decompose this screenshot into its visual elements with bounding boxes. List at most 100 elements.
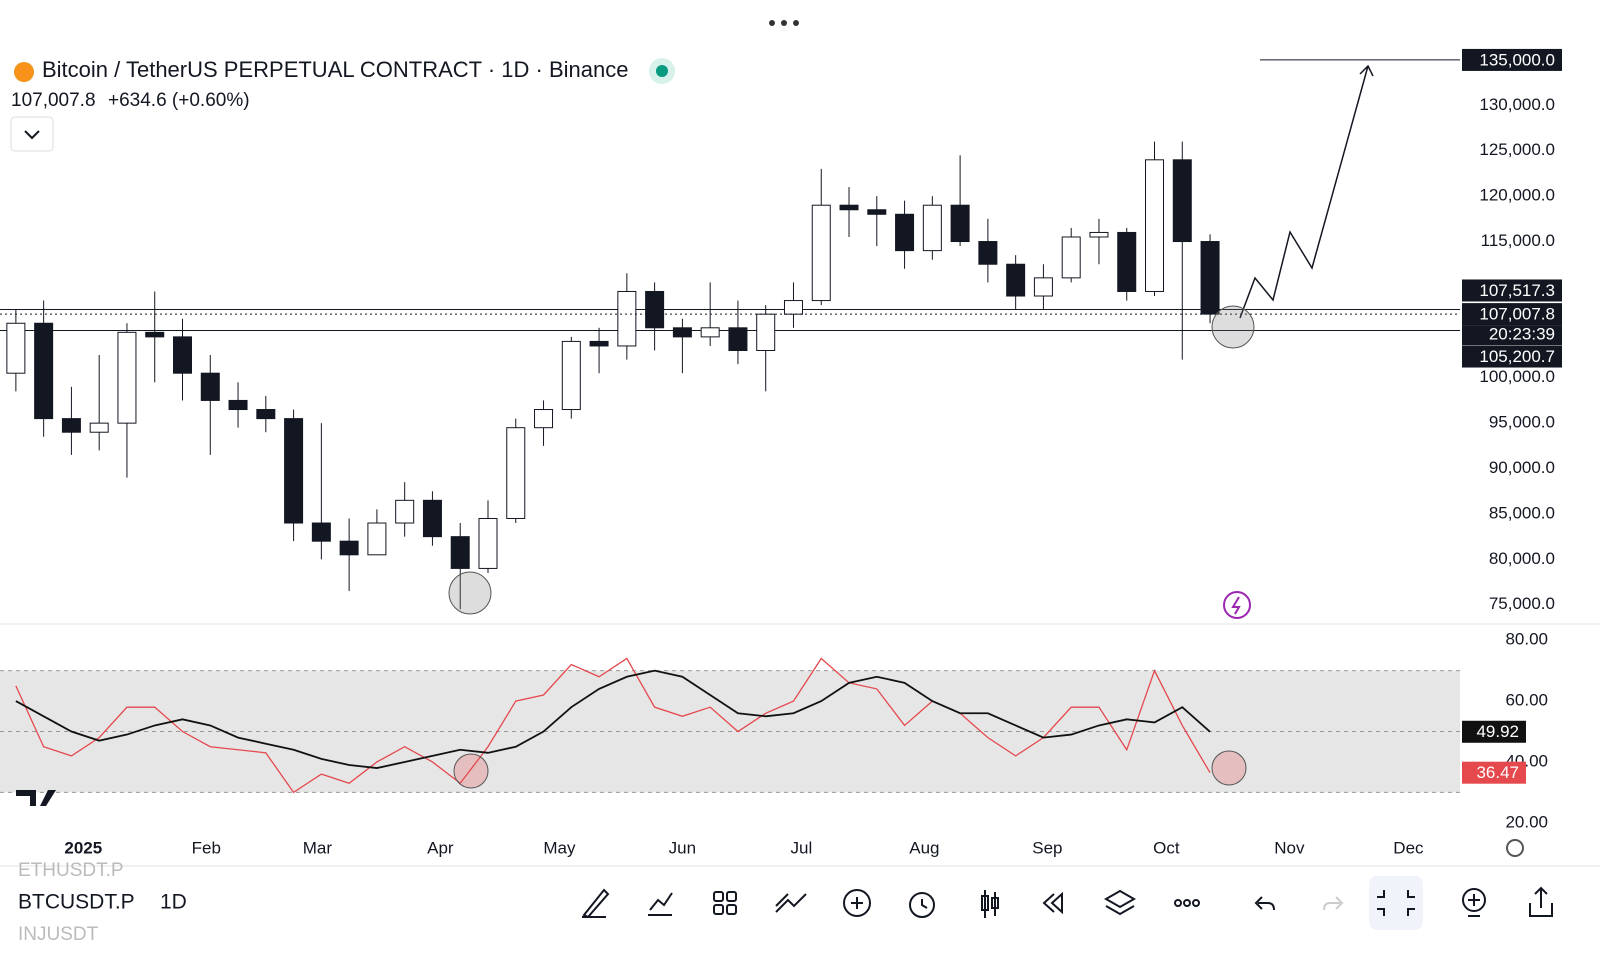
projection-path[interactable] [1239, 65, 1369, 319]
candle-body [422, 499, 442, 538]
x-tick-label: Jul [791, 838, 813, 857]
y-tick-label: 125,000.0 [1479, 140, 1555, 159]
y-tick-label: 75,000.0 [1489, 594, 1555, 613]
layouts[interactable] [713, 891, 737, 915]
more[interactable] [1174, 899, 1200, 907]
draw-tool[interactable] [582, 888, 610, 919]
rsi-tag-bg [1462, 720, 1526, 743]
rsi-tag: 49.92 [1476, 722, 1519, 741]
redo[interactable] [1323, 896, 1344, 911]
collapse-button[interactable] [10, 116, 54, 152]
logo[interactable] [16, 790, 56, 806]
alert-icon[interactable] [1223, 591, 1251, 619]
candle-body [645, 290, 665, 329]
candle-body [1061, 236, 1081, 279]
undo[interactable] [1254, 896, 1275, 911]
circle-marker[interactable] [453, 753, 489, 789]
candle-body [922, 204, 942, 252]
price-tag: 107,517.3 [1479, 281, 1555, 300]
price-tag: 105,200.7 [1479, 347, 1555, 366]
objects[interactable] [1103, 889, 1137, 916]
x-tick-label: Mar [303, 838, 333, 857]
y-tick-label: 90,000.0 [1489, 458, 1555, 477]
candle-body [1117, 231, 1137, 292]
y-tick-label: 60.00 [1505, 691, 1548, 710]
replay[interactable] [1042, 891, 1063, 915]
candle-body [756, 313, 776, 351]
candle-body [450, 536, 470, 569]
rsi-line [15, 657, 1211, 794]
candle-body [811, 204, 831, 302]
candle-body [1200, 241, 1220, 315]
x-tick-label: Sep [1032, 838, 1062, 857]
candle-body [117, 331, 137, 424]
arrow-head [1359, 64, 1374, 77]
settings-icon[interactable] [1506, 839, 1524, 857]
x-tick-label: May [543, 838, 576, 857]
symbol-next[interactable]: INJUSDT [18, 924, 99, 945]
candle-body [978, 241, 998, 265]
x-tick-label: Feb [192, 838, 221, 857]
fullscreen-bg[interactable] [1369, 876, 1423, 930]
alert[interactable] [909, 892, 935, 918]
price-change: +634.6 (+0.60%) [108, 90, 250, 111]
circle-marker[interactable] [1211, 305, 1255, 349]
circle-marker[interactable] [448, 571, 492, 615]
coin-icon [14, 62, 34, 82]
add[interactable] [843, 889, 871, 917]
plot: 75,000.0 80,000.0 85,000.0 90,000.0 95,000.0… [0, 48, 1562, 857]
compare[interactable] [775, 893, 807, 913]
candle-body [561, 340, 581, 411]
y-tick-label: 95,000.0 [1489, 413, 1555, 432]
y-tick-label: 130,000.0 [1479, 95, 1555, 114]
candle-body [783, 300, 803, 315]
chevron [24, 130, 40, 140]
drag-handle[interactable] [769, 20, 799, 26]
add-chart[interactable] [1462, 888, 1486, 917]
candle-body [1006, 263, 1026, 297]
candle-body [506, 427, 526, 519]
candle-body [339, 540, 359, 556]
candle-body [89, 422, 109, 433]
rsi-tag-bg [1462, 761, 1526, 784]
circle-marker[interactable] [1211, 750, 1247, 786]
candle-body [200, 372, 220, 401]
candle-body [1089, 231, 1109, 238]
candle-body [311, 522, 331, 542]
y-tick-label: 80.00 [1505, 630, 1548, 649]
x-tick-label: Nov [1274, 838, 1305, 857]
candle-body [34, 322, 54, 420]
chart-type[interactable] [981, 890, 999, 918]
candle-body [839, 204, 859, 211]
indicators[interactable] [648, 892, 673, 916]
candle-body [617, 290, 637, 347]
rsi-tag: 36.47 [1476, 763, 1519, 782]
y-tick-label: 120,000.0 [1479, 186, 1555, 205]
interval[interactable]: 1D [160, 891, 187, 914]
last-price-tag: 107,007.8 [1479, 305, 1555, 324]
symbol-title[interactable]: Bitcoin / TetherUS PERPETUAL CONTRACT · … [42, 57, 628, 82]
candle-body [61, 418, 81, 433]
candle-body [395, 499, 415, 524]
symbol-current[interactable]: BTCUSDT.P [18, 891, 135, 914]
share[interactable] [1529, 886, 1553, 917]
last-price-tag-bg [1462, 303, 1562, 326]
price-tag-bg [1462, 345, 1562, 368]
x-tick-label: Jun [669, 838, 696, 857]
countdown: 20:23:39 [1489, 325, 1555, 344]
candle-body [284, 418, 304, 524]
candle-body [672, 327, 692, 338]
toolbar [582, 876, 1553, 930]
candle-body [1172, 159, 1192, 243]
candle-body [534, 409, 554, 429]
annotations [448, 305, 1255, 789]
x-tick-label: Dec [1393, 838, 1424, 857]
symbol-prev[interactable]: ETHUSDT.P [18, 860, 124, 881]
candle-body [1145, 159, 1165, 292]
candle-body [173, 336, 192, 374]
exit-fullscreen[interactable] [1377, 890, 1415, 916]
candle-body [228, 399, 248, 411]
candle-body [867, 209, 887, 215]
